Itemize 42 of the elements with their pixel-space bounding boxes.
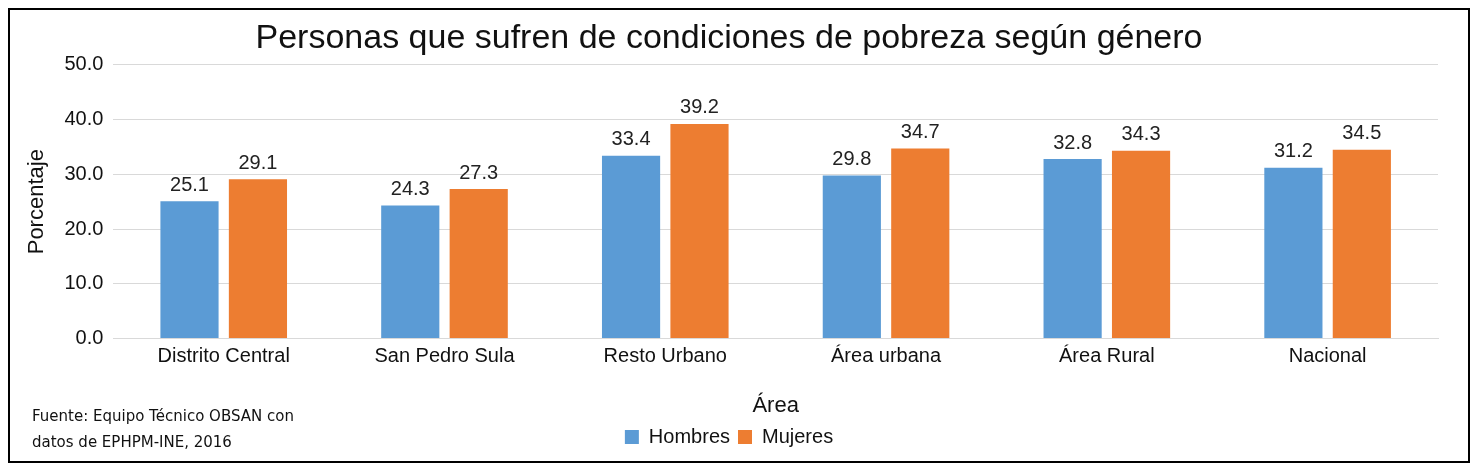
data-label: 34.5 <box>1342 121 1382 144</box>
bar <box>670 123 729 339</box>
legend-label: Mujeres <box>762 424 834 447</box>
source-note: Fuente: Equipo Técnico OBSAN con datos de EPHPM-INE, 2016 <box>32 406 295 453</box>
data-label: 29.8 <box>832 146 872 169</box>
x-tick-label: Área Rural <box>1059 344 1155 367</box>
bar <box>160 201 219 339</box>
data-label: 31.2 <box>1273 139 1313 162</box>
data-label: 27.3 <box>459 160 499 183</box>
x-tick-label: Área urbana <box>831 344 942 367</box>
data-label: 34.7 <box>900 120 940 143</box>
bar <box>1043 158 1102 339</box>
bar <box>1111 150 1171 339</box>
y-tick-label: 10.0 <box>64 271 104 294</box>
y-tick-label: 40.0 <box>64 107 104 130</box>
y-tick-label: 50.0 <box>64 52 104 75</box>
bar <box>891 148 950 339</box>
x-tick-label: Distrito Central <box>157 344 290 367</box>
data-label: 29.1 <box>238 150 278 173</box>
bar <box>1332 149 1391 339</box>
legend-label: Hombres <box>648 424 731 447</box>
bar <box>228 179 288 339</box>
x-tick-label: Nacional <box>1288 344 1367 367</box>
y-axis-title: Porcentaje <box>23 149 49 255</box>
bar <box>449 189 508 339</box>
x-axis-title: Área <box>752 391 800 417</box>
data-label: 34.3 <box>1121 122 1161 145</box>
bar <box>381 205 440 339</box>
data-label: 32.8 <box>1053 130 1093 153</box>
data-label: 24.3 <box>390 177 430 200</box>
x-tick-label: San Pedro Sula <box>374 344 516 367</box>
data-label: 33.4 <box>611 127 651 150</box>
x-tick-label: Resto Urbano <box>603 344 727 367</box>
y-tick-label: 20.0 <box>64 216 104 239</box>
bar <box>601 155 661 339</box>
data-label: 25.1 <box>170 172 209 195</box>
y-tick-label: 30.0 <box>64 161 104 184</box>
y-tick-label: 0.0 <box>75 326 104 349</box>
data-label: 39.2 <box>680 95 719 118</box>
bar <box>1264 167 1323 339</box>
chart-title: Personas que sufren de condiciones de pobreza según género <box>255 16 1203 55</box>
bar <box>822 175 881 339</box>
